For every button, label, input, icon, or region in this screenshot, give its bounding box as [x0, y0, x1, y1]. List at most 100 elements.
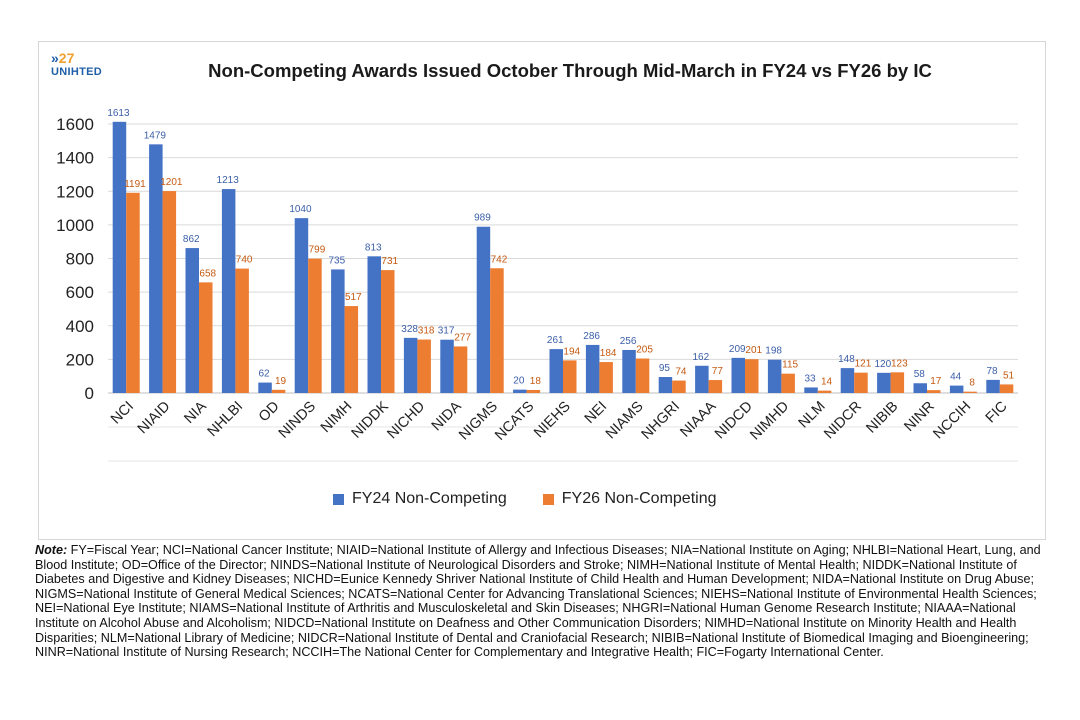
bar-fy24 [149, 144, 163, 393]
data-label: 517 [345, 292, 362, 303]
bar-fy26 [490, 268, 504, 393]
data-label: 209 [729, 344, 746, 355]
data-label: 77 [712, 366, 724, 377]
chart-title: Non-Competing Awards Issued October Thro… [208, 60, 932, 81]
bar-fy26 [417, 339, 431, 393]
bar-fy26 [854, 372, 868, 393]
bar-fy24 [658, 377, 673, 393]
x-tick-label: NIA [181, 398, 210, 427]
x-tick-label: NIAID [135, 399, 174, 438]
data-label: 33 [804, 373, 816, 384]
bar-fy24 [622, 349, 636, 393]
bar-fy26 [271, 389, 286, 393]
bar-fy24 [221, 189, 236, 393]
legend-swatch-fy24 [333, 493, 344, 505]
data-label: 731 [381, 256, 398, 267]
bar-chart: 0 200 400 600 800 1000 1200 1400 1600 1613 1191 NCI… [56, 108, 1018, 462]
bar-fy24 [403, 337, 418, 393]
data-label: 198 [765, 346, 782, 357]
data-label: 115 [782, 360, 798, 371]
bar-fy26 [526, 389, 541, 393]
data-label: 20 [513, 376, 525, 387]
bar-fy24 [331, 269, 345, 393]
bar-fy24 [840, 368, 855, 393]
bar-fy24 [258, 382, 272, 393]
x-tick-label: NIMHD [747, 399, 792, 444]
bar-fy26 [963, 391, 977, 393]
data-label: 1191 [124, 179, 146, 190]
data-label: 328 [401, 324, 418, 335]
data-label: 120 [875, 359, 892, 370]
bar-fy26 [745, 359, 759, 393]
y-tick-label: 1200 [56, 182, 94, 201]
data-label: 18 [530, 376, 542, 387]
x-tick-label: NINDS [276, 399, 319, 442]
y-tick-label: 600 [66, 283, 94, 302]
data-label: 121 [855, 359, 872, 370]
bar-fy26 [599, 362, 613, 393]
data-label: 799 [309, 245, 326, 256]
y-tick-label: 1400 [56, 149, 94, 168]
bar-fy26 [308, 258, 322, 393]
data-label: 123 [891, 358, 908, 369]
data-label: 318 [418, 326, 435, 337]
logo-text: UNIHTED [51, 66, 102, 78]
data-label: 862 [183, 234, 200, 245]
data-label: 17 [930, 376, 942, 387]
bar-fy24 [804, 387, 818, 393]
bar-fy26 [563, 360, 577, 393]
legend-item-fy24: FY24 Non-Competing [333, 490, 507, 508]
bar-fy26 [781, 373, 795, 393]
data-label: 1479 [144, 130, 167, 141]
y-tick-label: 800 [66, 250, 94, 269]
bar-fy26 [381, 270, 395, 393]
data-label: 19 [275, 376, 287, 387]
bar-fy24 [112, 121, 127, 393]
x-tick-label: OD [256, 399, 283, 426]
data-label: 148 [838, 354, 855, 365]
data-label: 1201 [160, 177, 183, 188]
data-label: 277 [454, 332, 471, 343]
data-label: 256 [620, 336, 637, 347]
data-label: 317 [438, 326, 455, 337]
x-tick-label: NIAMS [603, 399, 647, 443]
bar-fy26 [708, 380, 723, 393]
bar-fy24 [513, 389, 527, 393]
bar-fy26 [817, 390, 832, 393]
bar-fy24 [440, 339, 454, 393]
x-tick-label: NIAAA [677, 398, 719, 440]
data-label: 184 [600, 348, 617, 359]
data-label: 1613 [107, 108, 130, 119]
y-tick-label: 1000 [56, 216, 94, 235]
bar-fy24 [731, 357, 745, 393]
data-label: 735 [329, 255, 346, 266]
data-label: 51 [1003, 370, 1015, 381]
legend-label-fy24: FY24 Non-Competing [352, 490, 507, 507]
bar-fy26 [453, 346, 468, 393]
x-tick-label: NCATS [492, 399, 537, 444]
bar-fy24 [585, 344, 600, 393]
bar-fy26 [126, 192, 140, 393]
data-label: 95 [659, 363, 671, 374]
data-label: 261 [547, 335, 564, 346]
bar-fy24 [913, 383, 927, 393]
bar-fy26 [235, 268, 249, 393]
bar-fy24 [877, 372, 891, 393]
bar-fy24 [294, 218, 309, 393]
note-label: Note: [35, 543, 68, 557]
x-tick-label: NCCIH [930, 399, 974, 443]
footnote: Note: FY=Fiscal Year; NCI=National Cance… [35, 543, 1047, 660]
x-tick-label: NEI [582, 399, 610, 427]
data-label: 58 [914, 369, 926, 380]
x-tick-label: NIDCD [712, 399, 756, 443]
data-label: 1040 [289, 204, 312, 215]
bar-fy26 [999, 384, 1014, 393]
data-label: 286 [583, 331, 600, 342]
bar-fy24 [367, 256, 381, 393]
note-text: FY=Fiscal Year; NCI=National Cancer Inst… [35, 543, 1041, 660]
unihted-logo: »27 UNIHTED [49, 50, 119, 82]
x-tick-label: NCI [108, 399, 137, 428]
data-label: 742 [491, 254, 508, 265]
data-label: 658 [199, 268, 216, 279]
x-tick-label: NIDCR [821, 399, 865, 443]
